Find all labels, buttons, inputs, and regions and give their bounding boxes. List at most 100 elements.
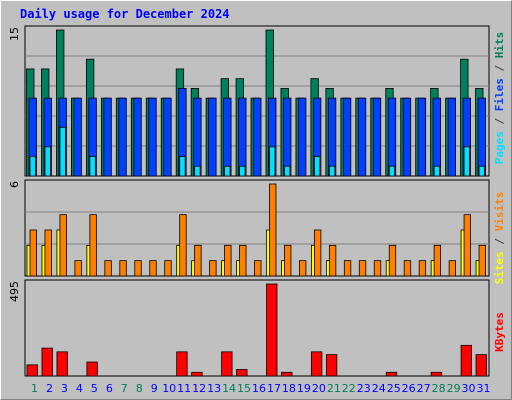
bar-visits-day-15 <box>239 244 247 277</box>
bar-files-day-4 <box>73 97 82 177</box>
day-label: 23 <box>357 382 371 395</box>
day-label: 28 <box>432 382 446 395</box>
bar-kbytes-day-18 <box>281 371 293 377</box>
bar-visits-day-8 <box>134 260 142 277</box>
bar-visits-day-16 <box>254 260 262 277</box>
day-label: 27 <box>417 382 431 395</box>
bar-files-day-26 <box>402 97 412 177</box>
bar-pages-day-31 <box>478 165 485 177</box>
y-max-label: 15 <box>8 27 21 41</box>
y-max-label: 495 <box>8 281 21 302</box>
bar-pages-day-18 <box>284 165 291 177</box>
bar-visits-day-1 <box>29 229 37 277</box>
day-label: 10 <box>162 382 176 395</box>
y-max-label: 6 <box>8 181 21 188</box>
bar-pages-day-12 <box>194 165 201 177</box>
bar-pages-day-20 <box>313 156 321 177</box>
bar-kbytes-day-1 <box>26 364 38 377</box>
bar-files-day-25 <box>387 97 397 177</box>
day-label: 31 <box>477 382 491 395</box>
panel-kbytes <box>24 279 490 377</box>
bar-visits-day-5 <box>89 214 97 277</box>
bar-pages-day-15 <box>239 165 246 177</box>
legend-entry: / <box>493 231 506 251</box>
bar-visits-day-11 <box>179 214 187 277</box>
legend-entry: Pages <box>493 131 506 164</box>
day-label: 15 <box>237 382 251 395</box>
bar-visits-day-26 <box>403 260 412 277</box>
day-label: 29 <box>447 382 461 395</box>
bar-visits-day-6 <box>104 260 112 277</box>
bar-pages-day-1 <box>29 156 36 177</box>
bar-visits-day-20 <box>313 229 322 277</box>
bar-kbytes-day-31 <box>475 354 487 377</box>
bar-files-day-13 <box>208 97 217 177</box>
day-label: 14 <box>222 382 236 395</box>
legend-middle: Sites / Visits <box>493 192 506 285</box>
bar-kbytes-day-21 <box>325 354 338 377</box>
day-label: 19 <box>297 382 311 395</box>
bar-files-day-15 <box>238 97 247 177</box>
bar-pages-day-21 <box>328 165 336 177</box>
bar-visits-day-4 <box>74 260 82 277</box>
bar-pages-day-30 <box>463 146 470 177</box>
bar-visits-day-21 <box>328 244 337 277</box>
day-label: 17 <box>267 382 281 395</box>
bar-visits-day-22 <box>343 260 352 277</box>
day-label: 26 <box>402 382 416 395</box>
bar-visits-day-7 <box>119 260 127 277</box>
legend-entry: Visits <box>493 192 506 232</box>
day-label: 4 <box>76 382 83 395</box>
bar-visits-day-13 <box>209 260 217 277</box>
legend-entry: Files <box>493 78 506 111</box>
day-label: 12 <box>192 382 206 395</box>
bar-kbytes-day-28 <box>430 371 443 377</box>
day-label: 22 <box>342 382 356 395</box>
bar-files-day-29 <box>447 97 456 177</box>
day-label: 8 <box>136 382 143 395</box>
legend-entry: / <box>493 111 506 131</box>
bar-files-day-9 <box>148 97 157 177</box>
bar-visits-day-17 <box>269 183 277 277</box>
bar-visits-day-29 <box>448 260 456 277</box>
bar-files-day-27 <box>417 97 427 177</box>
bar-files-day-16 <box>253 97 262 177</box>
bar-pages-day-25 <box>388 165 396 177</box>
bar-kbytes-day-30 <box>460 344 472 377</box>
bar-visits-day-19 <box>299 260 307 277</box>
bar-visits-day-30 <box>463 214 471 277</box>
day-label: 30 <box>462 382 476 395</box>
panel-visits-sites <box>24 179 490 277</box>
bar-kbytes-day-5 <box>86 361 98 377</box>
bar-files-day-22 <box>342 97 352 177</box>
legend-entry: Hits <box>493 32 506 59</box>
bar-visits-day-14 <box>224 244 232 277</box>
legend-bottom: KBytes <box>493 312 506 352</box>
bar-visits-day-27 <box>418 260 427 277</box>
bar-files-day-6 <box>103 97 112 177</box>
bar-files-day-24 <box>372 97 382 177</box>
bar-files-day-18 <box>283 97 292 177</box>
day-label: 9 <box>151 382 158 395</box>
bar-pages-day-11 <box>179 156 186 177</box>
bar-kbytes-day-3 <box>56 351 68 377</box>
bar-files-day-21 <box>327 97 337 177</box>
legend-entry: Sites <box>493 251 506 284</box>
bar-visits-day-31 <box>478 244 486 277</box>
day-label: 24 <box>372 382 386 395</box>
bar-kbytes-day-11 <box>176 351 188 377</box>
legend-top: Pages / Files / Hits <box>493 32 506 165</box>
legend-entry: KBytes <box>493 312 506 352</box>
bar-files-day-19 <box>298 97 307 177</box>
day-label: 16 <box>252 382 266 395</box>
day-label: 21 <box>327 382 341 395</box>
day-label: 25 <box>387 382 401 395</box>
bar-visits-day-28 <box>433 244 442 277</box>
bar-pages-day-17 <box>269 146 276 177</box>
bar-pages-day-14 <box>224 165 231 177</box>
bar-kbytes-day-17 <box>266 283 278 377</box>
bar-files-day-10 <box>163 97 172 177</box>
day-label: 13 <box>207 382 221 395</box>
day-label: 5 <box>91 382 98 395</box>
